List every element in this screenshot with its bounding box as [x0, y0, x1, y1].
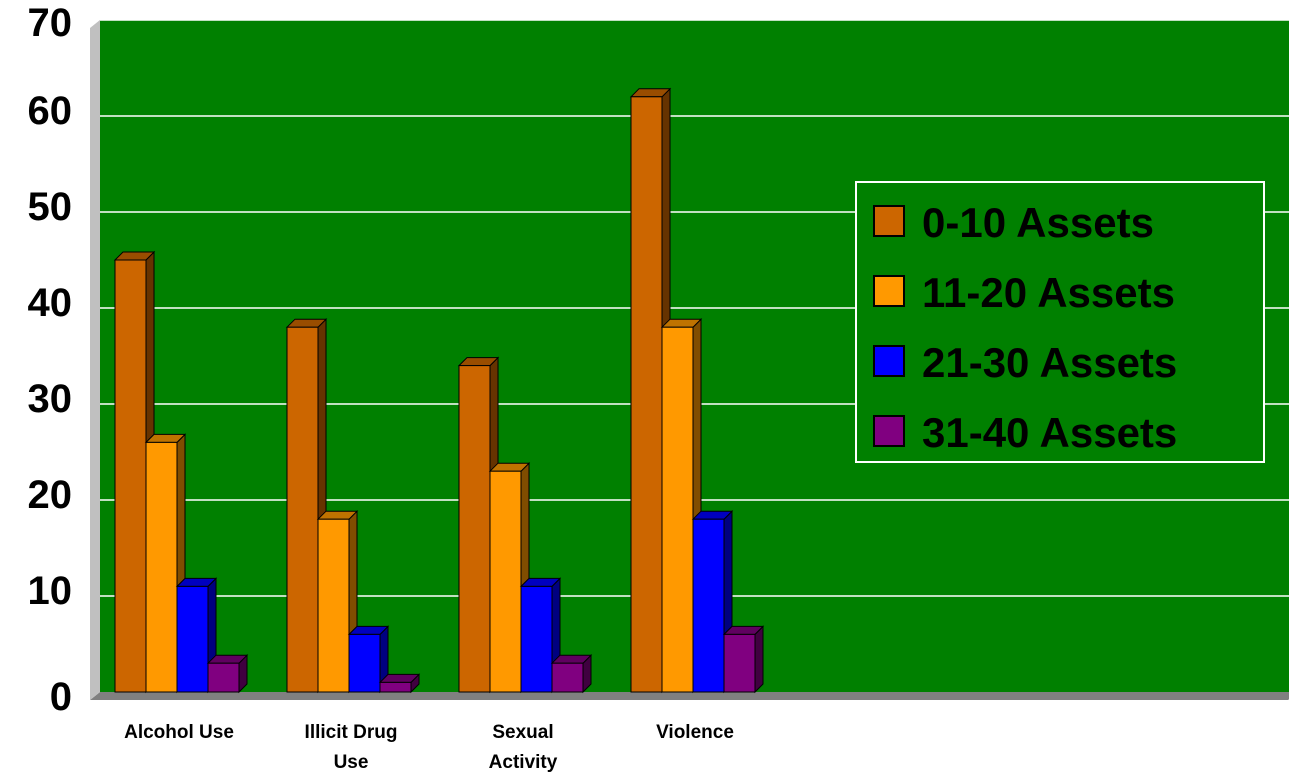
chart-side-wall — [90, 20, 100, 700]
legend: 0-10 Assets 11-20 Assets 21-30 Assets 31-40… — [855, 181, 1265, 463]
y-tick-label: 40 — [28, 281, 73, 325]
bar — [378, 673, 421, 694]
bar-front — [661, 326, 694, 693]
bar-front — [692, 518, 725, 693]
x-tick-label: Alcohol Use — [124, 722, 234, 743]
y-tick-label: 30 — [28, 377, 73, 421]
bar-front — [348, 633, 381, 693]
bar-front — [520, 585, 553, 693]
bar-front — [379, 681, 412, 693]
bar-front — [114, 259, 147, 693]
legend-swatch — [873, 345, 905, 377]
y-tick-label: 70 — [28, 1, 73, 45]
bar — [722, 625, 765, 694]
bar-front — [458, 365, 491, 693]
x-tick-label: Illicit Drug — [305, 722, 398, 743]
bar — [550, 653, 593, 694]
bar-side — [754, 625, 764, 694]
x-tick-label: Violence — [656, 722, 734, 743]
legend-label: 31-40 Assets — [922, 409, 1177, 456]
x-tick-label: Activity — [489, 752, 558, 773]
legend-swatch — [873, 205, 905, 237]
y-tick-label: 0 — [50, 675, 72, 719]
bar-front — [489, 470, 522, 693]
bars — [113, 87, 765, 694]
legend-label: 21-30 Assets — [922, 339, 1177, 386]
chart-floor — [90, 692, 1289, 700]
bar-front — [286, 326, 319, 693]
bar-front — [630, 96, 663, 693]
bar — [285, 317, 328, 694]
bar-front — [207, 662, 240, 693]
x-axis-ticks: Alcohol Use Illicit Drug Use Sexual Activity… — [124, 722, 734, 773]
y-tick-label: 50 — [28, 185, 73, 229]
y-axis-ticks: 0 10 20 30 40 50 60 70 — [28, 1, 73, 719]
legend-label: 0-10 Assets — [922, 199, 1154, 246]
bar — [206, 653, 249, 694]
legend-label: 11-20 Assets — [922, 269, 1175, 316]
bar-front — [317, 518, 350, 693]
legend-swatch — [873, 415, 905, 447]
legend-box — [855, 181, 1265, 463]
legend-swatch — [873, 275, 905, 307]
bar-front — [551, 662, 584, 693]
y-tick-label: 60 — [28, 89, 73, 133]
bar-front — [145, 441, 178, 693]
bar-front — [176, 585, 209, 693]
y-tick-label: 10 — [28, 569, 73, 613]
x-tick-label: Sexual — [492, 722, 553, 743]
bar-front — [723, 633, 756, 693]
x-tick-label: Use — [334, 752, 369, 773]
y-tick-label: 20 — [28, 473, 73, 517]
